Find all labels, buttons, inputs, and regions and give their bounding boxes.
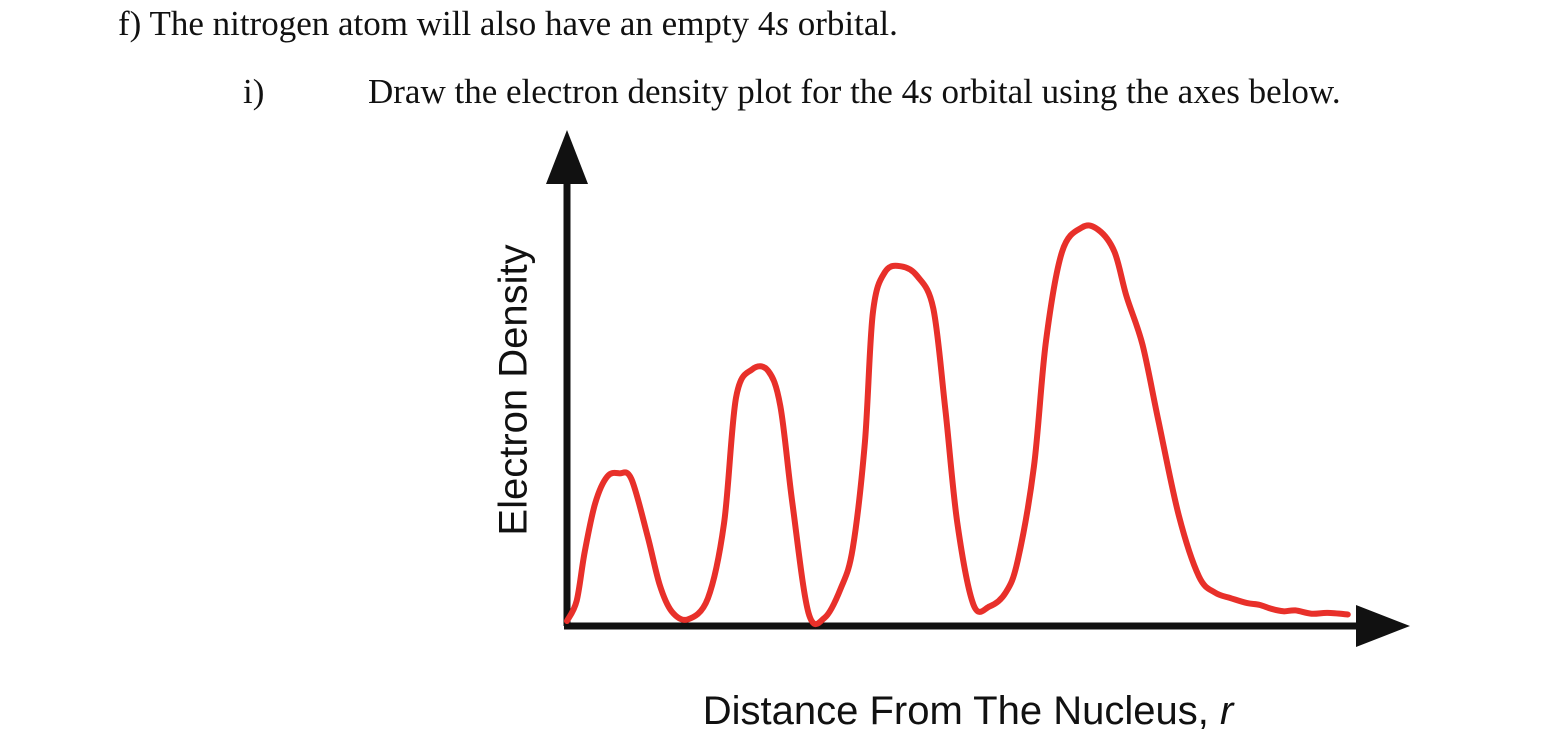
question-text-after: orbital. [789,4,898,43]
x-axis-label-italic: r [1220,689,1235,733]
y-axis-label: Electron Density [492,244,536,535]
question-italic-symbol: s [775,4,790,43]
question-part-label: f) [118,4,142,43]
density-curve-0 [564,222,1351,628]
subquestion-text: Draw the electron density plot for the 4… [368,72,1341,112]
subquestion-italic-symbol: s [919,72,933,111]
subquestion-text-before: Draw the electron density plot for the 4 [368,72,920,111]
x-axis-label: Distance From The Nucleus, r [703,689,1235,733]
x-axis-label-text: Distance From The Nucleus, [703,689,1220,733]
series-layer [564,222,1351,628]
question-text-before: The nitrogen atom will also have an empt… [149,4,776,43]
subquestion-marker: i) [243,72,265,111]
y-axis-arrowhead [546,130,588,184]
subquestion-text-after: orbital using the axes below. [932,72,1341,111]
question-text: f) The nitrogen atom will also have an e… [118,4,898,44]
x-axis-arrowhead [1356,605,1410,647]
